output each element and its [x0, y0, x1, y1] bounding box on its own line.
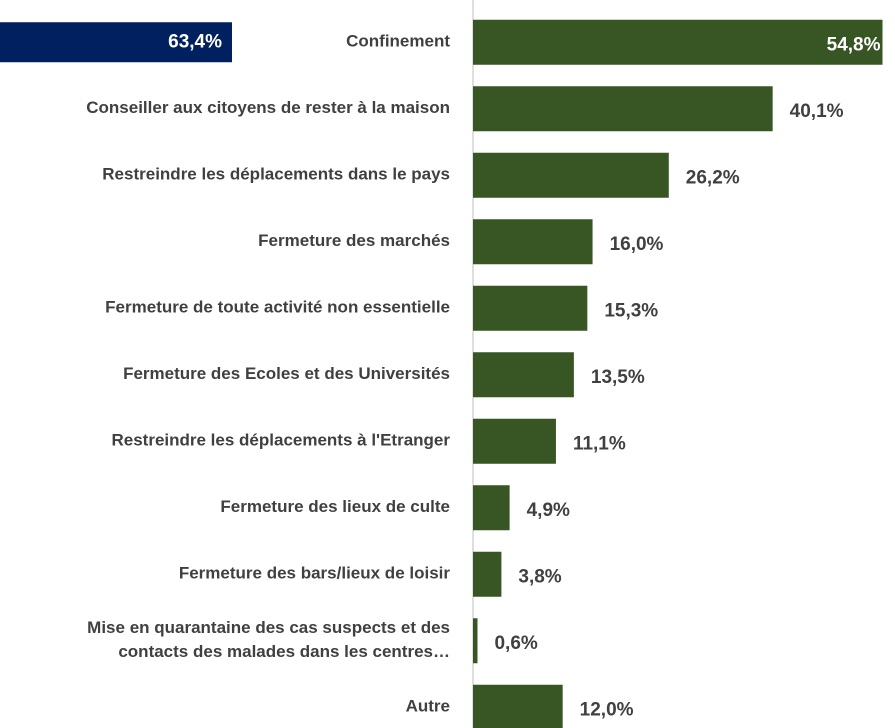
value-label: 16,0%	[610, 234, 664, 255]
value-label: 12,0%	[580, 699, 634, 720]
value-label: 3,8%	[518, 566, 561, 587]
value-label: 63,4%	[168, 31, 222, 52]
bar	[473, 285, 588, 331]
value-label: 40,1%	[790, 101, 844, 122]
bar	[473, 551, 502, 597]
bar	[473, 684, 563, 728]
category-label: contacts des malades dans les centres…	[118, 642, 450, 661]
bar	[473, 152, 669, 198]
category-label: Mise en quarantaine des cas suspects et …	[87, 618, 450, 637]
value-label: 11,1%	[573, 433, 626, 454]
value-label: 15,3%	[604, 300, 658, 321]
category-label: Autre	[406, 697, 450, 716]
value-label: 4,9%	[527, 500, 570, 521]
value-label: 26,2%	[686, 167, 740, 188]
bar	[473, 618, 478, 664]
value-label: 13,5%	[591, 367, 645, 388]
category-label: Fermeture des lieux de culte	[220, 497, 450, 516]
bar	[473, 219, 593, 265]
bar	[0, 22, 232, 63]
bar	[473, 86, 773, 132]
bar	[473, 352, 574, 398]
category-label: Restreindre les déplacements dans le pay…	[102, 165, 450, 184]
category-label: Confinement	[346, 32, 450, 51]
category-label: Conseiller aux citoyens de rester à la m…	[86, 98, 450, 117]
bar	[473, 418, 556, 464]
bar	[473, 19, 883, 65]
bar	[473, 485, 510, 531]
value-label: 54,8%	[827, 34, 881, 55]
category-label: Fermeture des Ecoles et des Universités	[123, 364, 450, 383]
value-label: 0,6%	[494, 633, 537, 654]
category-label: Restreindre les déplacements à l'Etrange…	[111, 431, 450, 450]
category-label: Fermeture des bars/lieux de loisir	[179, 564, 451, 583]
category-label: Fermeture des marchés	[258, 231, 450, 250]
category-label: Fermeture de toute activité non essentie…	[105, 298, 450, 317]
